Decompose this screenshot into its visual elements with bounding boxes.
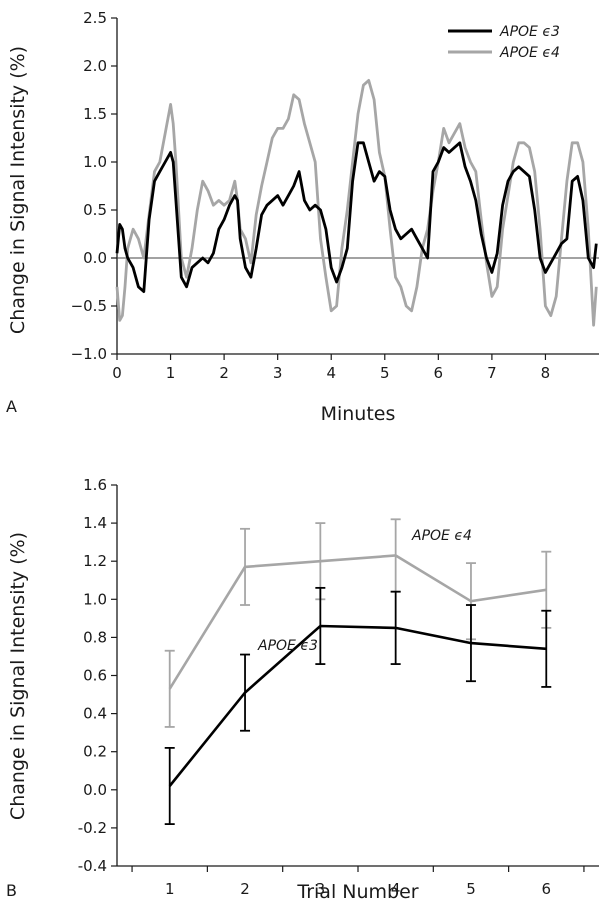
panel-b-y-tick-label: 1.6: [83, 476, 107, 494]
panel-a-x-tick-label: 8: [541, 364, 551, 382]
panel-b-x-axis-label: Trial Number: [296, 881, 418, 903]
panel-a-legend-label-apoe-4: APOE ϵ4: [499, 45, 560, 61]
panel-a-series-line-apoe-4: [115, 79, 598, 327]
panel-a-x-tick-label: 4: [326, 364, 336, 382]
panel-b-y-tick-label: 0.8: [83, 628, 107, 646]
panel-b-x-tick-label: 4: [391, 880, 401, 898]
panel-b-y-tick-label: 1.0: [83, 590, 107, 608]
panel-b-series-label-apoe-e4: APOE ϵ4: [411, 528, 472, 544]
panel-a-y-tick-label: 1.0: [83, 153, 107, 171]
panel-a-x-tick-label: 7: [487, 364, 497, 382]
panel-b-series-line-apoe-4: [168, 554, 547, 690]
panel-a-label: A: [6, 397, 17, 416]
panel-a-y-axis-label: Change in Signal Intensity (%): [7, 46, 29, 334]
panel-b-y-tick-label: 0.0: [83, 781, 107, 799]
panel-b-series: [164, 518, 552, 825]
panel-b-label: B: [6, 881, 17, 900]
panel-a-y-tick-label: −0.5: [71, 297, 107, 315]
panel-b-series-line-apoe-3: [168, 624, 547, 787]
panel-b-y-tick-label: 0.4: [83, 705, 107, 723]
panel-a-axes: −1.0 −0.5 0.0 0.5 1.0 1.5 2.0 2.5 0 1 2 3 4 5 6 7 8: [71, 9, 599, 382]
panel-a-x-tick-label: 5: [380, 364, 390, 382]
panel-b-y-tick-label: -0.2: [78, 819, 107, 837]
panel-a-x-tick-label: 6: [434, 364, 444, 382]
panel-b-series-label-apoe-e3: APOE ϵ3: [257, 638, 318, 654]
panel-b-x-tick-label: 6: [542, 880, 552, 898]
panel-b-axes: -0.4 -0.2 0.0 0.2 0.4 0.6 0.8 1.0 1.2 1.4 1.6 1 2 3 4 5…: [78, 476, 599, 898]
panel-a-series-line-apoe-3: [115, 141, 598, 293]
panel-a-y-tick-label: 0.5: [83, 201, 107, 219]
panel-a-y-tick-label: 2.5: [83, 9, 107, 27]
panel-b-y-tick-label: 1.4: [83, 514, 107, 532]
panel-a-x-axis-label: Minutes: [321, 403, 396, 425]
panel-b-y-tick-label: -0.4: [78, 857, 107, 875]
panel-a-x-tick-label: 2: [219, 364, 229, 382]
panel-a: Change in Signal Intensity (%) −1.0 −0.5 0…: [6, 9, 599, 425]
panel-a-y-tick-label: 2.0: [83, 57, 107, 75]
panel-a-legend: APOE ϵ3 APOE ϵ4: [448, 24, 560, 61]
panel-a-series: [115, 79, 598, 327]
panel-a-x-tick-label: 3: [273, 364, 283, 382]
panel-a-y-tick-label: 1.5: [83, 105, 107, 123]
panel-a-legend-label-apoe-3: APOE ϵ3: [499, 24, 560, 40]
panel-b-x-tick-label: 3: [316, 880, 326, 898]
panel-b-x-tick-label: 1: [165, 880, 175, 898]
panel-b-y-tick-label: 0.6: [83, 667, 107, 685]
panel-b-y-tick-label: 1.2: [83, 552, 107, 570]
panel-a-x-tick-label: 1: [166, 364, 176, 382]
panel-b-y-axis-label: Change in Signal Intensity (%): [7, 532, 29, 820]
panel-b-y-tick-label: 0.2: [83, 743, 107, 761]
panel-b: Change in Signal Intensity (%) -0.4 -0.2 0…: [6, 476, 599, 903]
panel-b-x-tick-label: 2: [240, 880, 250, 898]
panel-a-y-tick-label: −1.0: [71, 345, 107, 363]
panel-b-x-tick-label: 5: [466, 880, 476, 898]
panel-a-x-tick-label: 0: [112, 364, 122, 382]
panel-a-y-tick-label: 0.0: [83, 249, 107, 267]
